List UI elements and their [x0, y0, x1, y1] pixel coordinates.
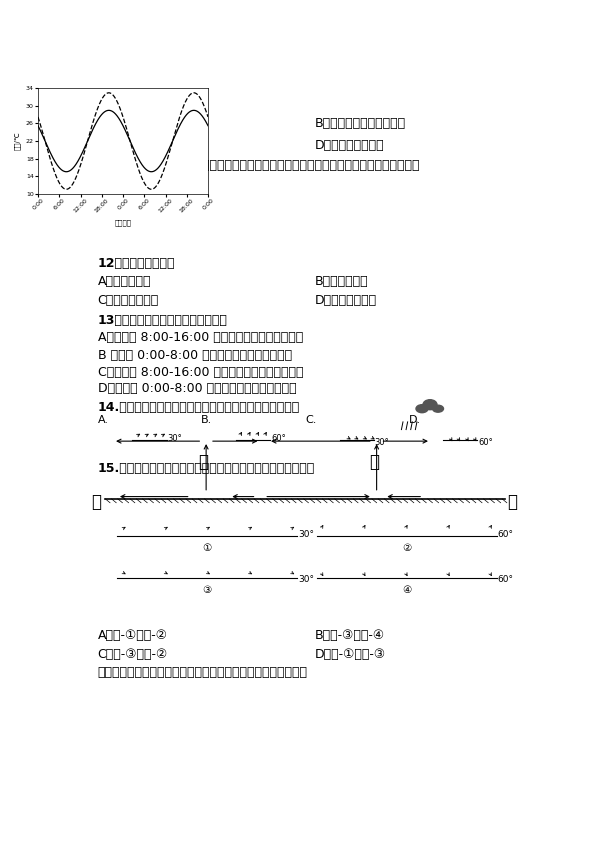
- Text: A．我国北方地区夏季的暴雨: A．我国北方地区夏季的暴雨: [98, 117, 196, 131]
- Text: 60°: 60°: [478, 438, 493, 447]
- Text: 60°: 60°: [271, 434, 286, 443]
- Text: 30°: 30°: [298, 530, 314, 539]
- Text: D．鄂尔多斯高原: D．鄂尔多斯高原: [315, 294, 377, 307]
- Text: B．甲-③，乙-④: B．甲-③，乙-④: [315, 630, 385, 642]
- Text: A．吐鲁番盆地: A．吐鲁番盆地: [98, 274, 151, 288]
- Text: 60°: 60°: [497, 530, 513, 539]
- Text: B.: B.: [201, 414, 212, 424]
- Text: 30°: 30°: [375, 438, 389, 447]
- Text: 14.读「近地面主要风带示意图」，表示北半球西风带的是: 14.读「近地面主要风带示意图」，表示北半球西风带的是: [98, 401, 300, 413]
- Text: A．第一天 8:00-16:00 之间地面风从沙漠吹向绳洲: A．第一天 8:00-16:00 之间地面风从沙漠吹向绳洲: [98, 331, 303, 344]
- Text: C．台风山竹带来的降水: C．台风山竹带来的降水: [98, 139, 181, 152]
- Text: ③: ③: [202, 585, 212, 595]
- Text: 下图中两条曲线为我国某绳洲与周围沙漠两天内气温日变化示意图（晴天），读图完成下面小题。: 下图中两条曲线为我国某绳洲与周围沙漠两天内气温日变化示意图（晴天），读图完成下面…: [98, 159, 420, 173]
- Text: 60°: 60°: [497, 574, 513, 584]
- Text: D．第二天 0:00-8:00 之间地面风从沙漠吹向绳洲: D．第二天 0:00-8:00 之间地面风从沙漠吹向绳洲: [98, 382, 296, 396]
- Text: C．呼伦贝尔草原: C．呼伦贝尔草原: [98, 294, 159, 307]
- Text: ④: ④: [402, 585, 411, 595]
- Text: C．甲-③，乙-②: C．甲-③，乙-②: [98, 647, 168, 661]
- Text: B 第一天 0:00-8:00 之间地面风从绳洲吹向沙漠: B 第一天 0:00-8:00 之间地面风从绳洲吹向沙漠: [98, 349, 292, 362]
- Text: ②: ②: [402, 543, 411, 553]
- X-axis label: 北京时间: 北京时间: [114, 220, 131, 226]
- Text: 13．下列关于图中情况叙述正确的是: 13．下列关于图中情况叙述正确的是: [98, 314, 227, 327]
- Text: 12．该绳洲可能位于: 12．该绳洲可能位于: [98, 257, 175, 269]
- Text: 下图为甲、乙、丙、丁四城市气候资料图，读图完成下面小题。: 下图为甲、乙、丙、丁四城市气候资料图，读图完成下面小题。: [98, 666, 308, 679]
- Text: 30°: 30°: [167, 434, 182, 443]
- Text: 15.下图为三圈环流的局部图，图中甲、乙两风带分别对应的是: 15.下图为三圈环流的局部图，图中甲、乙两风带分别对应的是: [98, 461, 315, 475]
- Y-axis label: 气温/℃: 气温/℃: [14, 131, 20, 151]
- Text: C.: C.: [305, 414, 317, 424]
- Text: B．腾格里沙漠: B．腾格里沙漠: [315, 274, 368, 288]
- Text: 南: 南: [507, 493, 517, 511]
- Text: 甲: 甲: [198, 453, 208, 471]
- Text: 北: 北: [92, 493, 101, 511]
- Text: D．甲-①，乙-③: D．甲-①，乙-③: [315, 647, 386, 661]
- Text: A．甲-①，乙-②: A．甲-①，乙-②: [98, 630, 168, 642]
- Text: 乙: 乙: [369, 453, 379, 471]
- Text: 30°: 30°: [298, 574, 314, 584]
- Text: B．长江中下游地区的梅雨: B．长江中下游地区的梅雨: [315, 117, 406, 131]
- Text: ①: ①: [202, 543, 212, 553]
- Text: D．一场春雨一场暖: D．一场春雨一场暖: [315, 139, 384, 152]
- Text: C．第二天 8:00-16:00 之间地面风从沙漠吹向绳洲: C．第二天 8:00-16:00 之间地面风从沙漠吹向绳洲: [98, 365, 303, 379]
- Text: A.: A.: [98, 414, 109, 424]
- Text: D.: D.: [409, 414, 421, 424]
